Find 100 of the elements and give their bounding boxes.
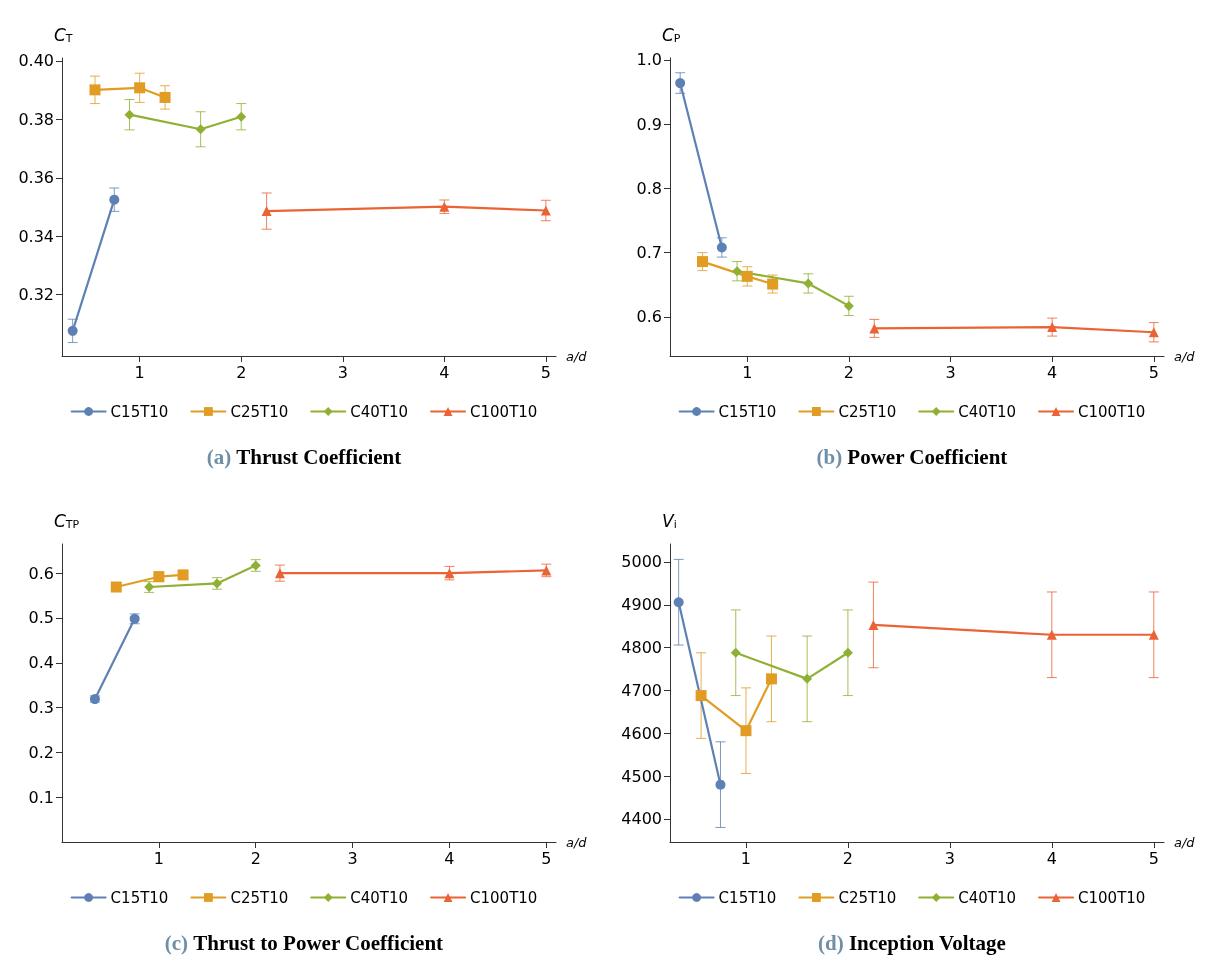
- point: [843, 300, 854, 311]
- legend-label: C15T10: [110, 402, 169, 421]
- point: [1046, 629, 1057, 640]
- legend-label: C100T10: [1078, 888, 1146, 907]
- x-tick-label: 5: [541, 848, 552, 868]
- point: [109, 194, 120, 205]
- x-tick-label: 4: [439, 362, 450, 382]
- y-tick-label: 0.3: [28, 698, 54, 718]
- legend-label: C25T10: [838, 888, 897, 907]
- point: [540, 205, 551, 216]
- point: [673, 597, 684, 608]
- point: [730, 647, 741, 658]
- point: [716, 242, 727, 253]
- legend-label: C25T10: [230, 888, 289, 907]
- x-tick-label: 3: [347, 848, 358, 868]
- point: [697, 256, 709, 268]
- legend-label: C100T10: [470, 402, 538, 421]
- point: [715, 779, 726, 790]
- legend-label: C100T10: [470, 888, 538, 907]
- point: [1047, 322, 1058, 333]
- point: [159, 91, 171, 103]
- x-tick-label: 4: [1047, 362, 1058, 382]
- x-tick-label: 1: [134, 362, 145, 382]
- y-tick-label: 5000: [621, 552, 662, 572]
- point: [195, 124, 206, 135]
- legend-label: C25T10: [838, 402, 897, 421]
- x-tick-label: 3: [337, 362, 348, 382]
- y-tick-label: 4400: [621, 809, 662, 829]
- x-axis-title: a/d: [566, 834, 588, 850]
- x-tick-label: 3: [945, 362, 956, 382]
- legend-label: C40T10: [958, 402, 1017, 421]
- x-tick-label: 5: [1148, 362, 1159, 382]
- point: [261, 206, 272, 217]
- legend-label: C25T10: [230, 402, 289, 421]
- point: [134, 82, 146, 94]
- x-tick-label: 2: [236, 362, 247, 382]
- point: [802, 673, 813, 684]
- legend-label: C40T10: [350, 888, 409, 907]
- y-tick-label: 0.1: [28, 787, 54, 807]
- legend-label: C15T10: [110, 888, 169, 907]
- x-axis-title: a/d: [1174, 834, 1196, 850]
- y-tick-label: 4900: [621, 595, 662, 615]
- x-axis-title: a/d: [566, 348, 588, 364]
- point: [695, 690, 707, 702]
- y-tick-label: 0.4: [28, 653, 54, 673]
- point: [803, 278, 814, 289]
- x-tick-label: 2: [250, 848, 261, 868]
- x-tick-label: 1: [742, 362, 753, 382]
- y-tick-label: 0.8: [636, 178, 662, 198]
- x-tick-label: 4: [1046, 848, 1057, 868]
- y-tick-label: 0.34: [18, 226, 54, 246]
- legend-label: C40T10: [350, 402, 409, 421]
- x-tick-label: 3: [944, 848, 955, 868]
- point: [869, 323, 880, 334]
- text: (c) Thrust to Power Coefficient: [164, 930, 444, 955]
- y-tick-label: 4600: [621, 723, 662, 743]
- x-tick-label: 5: [1148, 848, 1159, 868]
- y-tick-label: 4800: [621, 638, 662, 658]
- y-tick-label: 4500: [621, 766, 662, 786]
- y-tick-label: 1.0: [636, 50, 662, 70]
- x-tick-label: 4: [444, 848, 455, 868]
- point: [765, 673, 777, 685]
- point: [110, 581, 122, 593]
- legend-label: C15T10: [718, 402, 777, 421]
- point: [67, 325, 78, 336]
- point: [767, 278, 779, 290]
- y-tick-label: 0.5: [28, 608, 54, 628]
- point: [274, 568, 285, 579]
- x-tick-label: 5: [540, 362, 551, 382]
- y-tick-label: 0.36: [18, 168, 54, 188]
- text: (b) Power Coefficient: [816, 444, 1008, 469]
- x-tick-label: 1: [153, 848, 164, 868]
- point: [89, 84, 101, 96]
- point: [741, 270, 753, 282]
- point: [236, 111, 247, 122]
- legend-label: C40T10: [958, 888, 1017, 907]
- y-tick-label: 0.7: [636, 243, 662, 263]
- legend-label: C15T10: [718, 888, 777, 907]
- x-axis-title: a/d: [1174, 348, 1196, 364]
- y-tick-label: 0.32: [18, 285, 54, 305]
- y-tick-label: 4700: [621, 680, 662, 700]
- x-tick-label: 2: [843, 362, 854, 382]
- y-tick-label: 0.38: [18, 109, 54, 129]
- point: [732, 266, 743, 277]
- y-tick-label: 0.9: [636, 114, 662, 134]
- point: [1148, 629, 1159, 640]
- y-tick-label: 0.40: [18, 51, 54, 71]
- point: [740, 725, 752, 737]
- legend-label: C100T10: [1078, 402, 1146, 421]
- x-tick-label: 1: [740, 848, 752, 868]
- text: (d) Inception Voltage: [818, 930, 1006, 955]
- point: [842, 647, 853, 658]
- text: (a) Thrust Coefficient: [206, 444, 402, 469]
- point: [124, 109, 135, 120]
- x-tick-label: 2: [842, 848, 854, 868]
- point: [868, 619, 879, 630]
- y-tick-label: 0.2: [28, 742, 54, 762]
- y-tick-label: 0.6: [636, 307, 662, 327]
- point: [675, 78, 686, 89]
- point: [177, 569, 189, 581]
